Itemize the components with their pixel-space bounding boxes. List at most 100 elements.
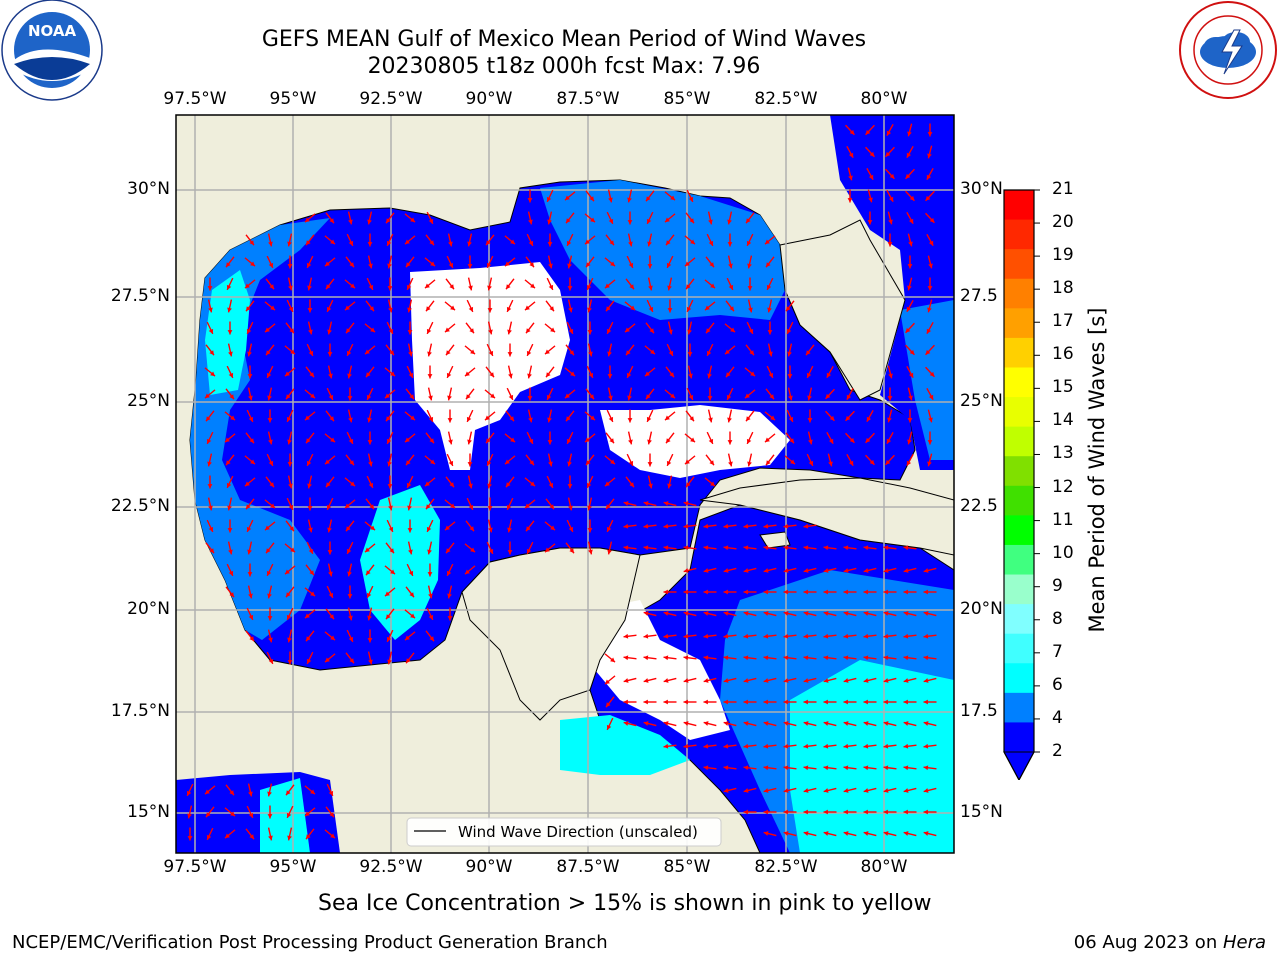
wind-wave-arrow (305, 234, 315, 246)
colorbar-tick-label: 11 (1052, 509, 1074, 530)
wind-wave-arrow (606, 717, 614, 731)
yucatan-land (461, 547, 641, 721)
wind-wave-arrow (627, 211, 633, 225)
atlantic-light (900, 300, 954, 460)
wind-wave-arrow (267, 585, 273, 599)
wind-wave-arrows (186, 123, 937, 841)
wind-wave-arrow (404, 433, 416, 443)
wind-wave-arrow (765, 454, 775, 466)
wind-wave-arrow (806, 453, 814, 467)
wind-wave-arrow (923, 699, 937, 705)
wind-wave-arrow (723, 765, 737, 771)
wind-wave-arrow (664, 389, 676, 399)
wind-wave-arrow (763, 677, 777, 683)
wind-wave-arrow (927, 299, 933, 313)
wind-wave-arrow (803, 655, 817, 661)
lon-tick-top: 92.5°W (359, 89, 423, 109)
wind-wave-arrow (287, 651, 293, 665)
wind-wave-arrow (783, 611, 797, 617)
wind-wave-arrow (347, 387, 353, 401)
wind-wave-arrow (783, 655, 797, 661)
wind-wave-arrow (524, 499, 536, 509)
wind-wave-arrow (244, 477, 256, 487)
wind-wave-arrow (225, 388, 235, 400)
wind-wave-arrow (683, 611, 697, 617)
wind-wave-arrow (683, 523, 697, 529)
wind-wave-arrow (506, 299, 514, 313)
wind-wave-arrow (705, 322, 715, 334)
wind-wave-arrow (325, 476, 335, 488)
wind-wave-arrow (266, 651, 274, 665)
wind-wave-arrow (663, 523, 677, 529)
wind-wave-arrow (287, 431, 293, 445)
wind-wave-arrow (325, 806, 335, 818)
wind-wave-arrow (623, 523, 637, 529)
wind-wave-arrow (683, 545, 697, 551)
wind-wave-arrow (267, 607, 273, 621)
sea-ice-note: Sea Ice Concentration > 15% is shown in … (318, 891, 932, 916)
wind-wave-arrow (347, 409, 353, 423)
wind-wave-arrow (803, 589, 817, 595)
wind-wave-arrow (625, 344, 635, 356)
wind-wave-arrow (424, 455, 436, 465)
colorbar-swatch (1004, 308, 1034, 339)
wind-wave-arrow (525, 322, 535, 334)
wind-wave-arrow (604, 279, 616, 289)
wind-wave-arrow (227, 299, 233, 313)
wind-wave-arrow (366, 475, 374, 489)
lat-tick-right: 17.5 (960, 701, 998, 721)
wind-wave-arrow (763, 721, 777, 727)
wind-wave-arrow (723, 567, 737, 573)
wind-wave-arrow (584, 235, 596, 245)
wind-wave-arrow (407, 497, 413, 511)
wind-wave-arrow (307, 277, 313, 291)
wind-wave-arrow (823, 831, 837, 837)
wind-wave-arrow (707, 211, 713, 225)
wind-wave-arrow (347, 365, 353, 379)
wind-wave-arrow (743, 721, 757, 727)
wind-wave-arrow (247, 365, 253, 379)
wind-wave-arrow (405, 652, 415, 664)
colorbar-tick-label: 19 (1052, 245, 1074, 266)
wind-wave-arrow (305, 432, 315, 444)
lon-tick-bottom: 95°W (269, 857, 317, 877)
wind-wave-arrow (447, 607, 453, 621)
wind-wave-arrow (683, 501, 697, 507)
wind-wave-arrow (207, 277, 213, 291)
wind-wave-arrow (625, 476, 635, 488)
wind-wave-arrow (705, 454, 715, 466)
wind-wave-arrow (765, 256, 775, 268)
wind-wave-arrow (386, 321, 394, 335)
wind-wave-arrow (903, 831, 917, 837)
wind-wave-arrow (487, 519, 493, 533)
wind-wave-arrow (745, 410, 755, 422)
wind-wave-arrow (546, 387, 554, 401)
wind-wave-arrow (883, 831, 897, 837)
wind-wave-arrow (903, 765, 917, 771)
wind-wave-arrow (504, 235, 516, 245)
wind-wave-arrow (465, 520, 475, 532)
wind-wave-arrow (324, 829, 336, 839)
wind-wave-arrow (703, 567, 717, 573)
wind-wave-arrow (687, 365, 693, 379)
wind-wave-arrow (863, 743, 877, 749)
wind-wave-arrow (706, 233, 714, 247)
wind-wave-arrow (267, 409, 273, 423)
wind-wave-arrow (584, 433, 596, 443)
wind-wave-arrow (327, 365, 333, 379)
lat-tick-left: 20°N (127, 599, 170, 619)
lon-tick-top: 82.5°W (754, 89, 818, 109)
wind-wave-arrow (526, 431, 534, 445)
wind-wave-arrow (426, 519, 434, 533)
wind-wave-arrow (505, 278, 515, 290)
wind-wave-arrow (663, 721, 677, 727)
wind-wave-arrow (606, 321, 614, 335)
wind-wave-arrow (903, 699, 917, 705)
colorbar-swatch (1004, 278, 1034, 309)
wind-wave-arrow (863, 567, 877, 573)
wind-wave-arrow (324, 455, 336, 465)
wind-wave-arrow (626, 453, 634, 467)
colorbar-swatch (1004, 397, 1034, 428)
wind-wave-arrow (907, 277, 913, 291)
